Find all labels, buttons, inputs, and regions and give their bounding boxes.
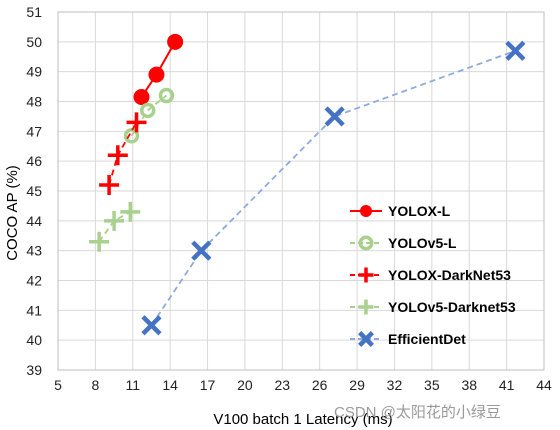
data-point-yolox-l — [167, 33, 184, 50]
x-tick-label: 38 — [461, 377, 477, 393]
y-tick-label: 48 — [26, 94, 42, 110]
legend-label-yolov5-l: YOLOv5-L — [388, 235, 457, 251]
data-point-yolox-darknet53 — [126, 112, 147, 133]
x-tick-label: 8 — [91, 377, 99, 393]
x-tick-label: 23 — [275, 377, 291, 393]
y-tick-label: 42 — [26, 273, 42, 289]
data-point-yolov5-darknet53 — [89, 231, 110, 252]
x-tick-label: 32 — [387, 377, 403, 393]
plot-frame — [57, 11, 545, 371]
x-tick-label: 44 — [536, 377, 552, 393]
y-tick-label: 51 — [26, 4, 42, 20]
data-point-yolov5-l — [123, 128, 140, 144]
data-point-yolox-darknet53 — [99, 175, 120, 196]
data-point-yolov5-l — [158, 87, 175, 104]
x-tick-label: 5 — [54, 377, 62, 393]
y-tick-label: 41 — [26, 302, 42, 318]
y-axis-title: COCO AP (%) — [4, 165, 21, 261]
data-point-efficientdet — [324, 106, 345, 127]
series-yolox-l — [133, 33, 184, 106]
data-point-yolov5-l — [139, 102, 156, 119]
data-point-yolox-l — [148, 66, 165, 83]
x-tick-label: 29 — [349, 377, 365, 393]
x-tick-label: 35 — [424, 377, 440, 393]
x-tick-label: 20 — [237, 377, 253, 393]
y-tick-label: 47 — [26, 123, 42, 139]
y-tick-label: 49 — [26, 64, 42, 80]
series-layer — [89, 33, 526, 336]
y-tick-label: 46 — [26, 153, 42, 169]
y-tick-label: 50 — [26, 34, 42, 50]
x-tick-labels: 5 8 11 14 17 20 23 26 29 32 35 38 41 44 — [54, 377, 552, 393]
legend-marker-yolox-darknet53 — [358, 267, 374, 283]
data-point-efficientdet — [191, 240, 212, 261]
x-tick-label: 41 — [499, 377, 515, 393]
legend-marker-yolov5-l — [358, 235, 374, 251]
data-point-yolox-darknet53 — [107, 145, 128, 166]
series-line-efficientdet — [150, 49, 516, 326]
y-tick-label: 45 — [26, 183, 42, 199]
x-tick-label: 14 — [162, 377, 178, 393]
x-tick-label: 17 — [200, 377, 216, 393]
series-yolox-darknet53 — [99, 112, 147, 196]
data-point-yolov5-darknet53 — [120, 201, 141, 222]
y-tick-label: 44 — [26, 213, 42, 229]
legend-label-efficientdet: EfficientDet — [388, 331, 466, 347]
legend-marker-efficientdet — [358, 331, 374, 347]
series-yolov5-darknet53 — [89, 201, 141, 252]
grid — [57, 11, 545, 371]
x-tick-label: 11 — [125, 377, 140, 393]
data-point-efficientdet — [141, 315, 162, 336]
data-point-efficientdet — [505, 40, 526, 61]
y-tick-labels: 39 40 41 42 43 44 45 46 47 48 49 50 51 — [26, 4, 42, 378]
data-point-yolox-l — [133, 89, 150, 106]
watermark: CSDN @太阳花的小绿豆 — [334, 404, 501, 421]
series-efficientdet — [141, 40, 526, 336]
legend-marker-yolox-l — [360, 205, 372, 217]
x-tick-label: 26 — [312, 377, 328, 393]
legend: YOLOX-L YOLOv5-L YOLOX-DarkNet53 YOLOv5-Dar… — [350, 203, 516, 347]
legend-label-yolox-l: YOLOX-L — [388, 203, 451, 219]
legend-label-yolox-darknet53: YOLOX-DarkNet53 — [388, 267, 511, 283]
x-axis-title: V100 batch 1 Latency (ms) — [213, 411, 392, 428]
data-point-yolov5-darknet53 — [104, 210, 125, 231]
y-tick-label: 40 — [26, 332, 42, 348]
plot-border — [57, 11, 545, 371]
y-tick-label: 43 — [26, 243, 42, 259]
legend-marker-yolov5-darknet53 — [358, 299, 374, 315]
y-tick-label: 39 — [26, 362, 42, 378]
legend-label-yolov5-darknet53: YOLOv5-Darknet53 — [388, 299, 516, 315]
